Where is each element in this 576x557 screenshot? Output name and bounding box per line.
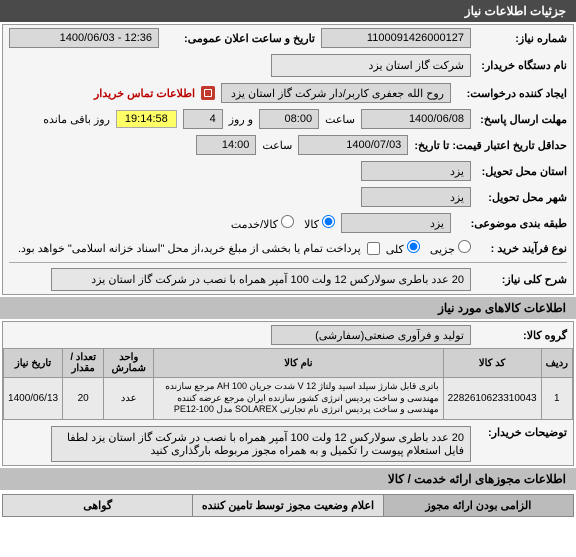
th-name: نام کالا (154, 349, 443, 378)
cell-date: 1400/06/13 (4, 378, 63, 420)
city-need-label: استان محل تحویل: (477, 165, 567, 178)
cell-name: باتری قابل شارژ سیلد اسید ولتاژ 12 V شدت… (154, 378, 443, 420)
validity-time[interactable] (196, 135, 256, 155)
countdown-timer: 19:14:58 (116, 110, 177, 128)
buyer-value: شرکت گاز استان یزد (271, 54, 471, 77)
at-label-1: ساعت (325, 113, 355, 126)
proc-radio-2[interactable] (407, 240, 420, 253)
payment-note: پرداخت تمام یا بخشی از مبلغ خرید،از محل … (18, 242, 361, 255)
cell-qty: 20 (63, 378, 104, 420)
extra-desc-text: 20 عدد باطری سولارکس 12 ولت 100 آمپر همر… (51, 426, 471, 462)
validity-date[interactable] (298, 135, 408, 155)
remaining-label: روز باقی مانده (43, 113, 110, 126)
buyer-label: نام دستگاه خریدار: (477, 59, 567, 72)
need-no-input[interactable] (321, 28, 471, 48)
city2-value[interactable] (361, 187, 471, 207)
table-header-row: ردیف کد کالا نام کالا واحد شمارش تعداد /… (4, 349, 573, 378)
deadline-label: مهلت ارسال پاسخ: (477, 113, 567, 126)
class-radio-service[interactable]: کالا/خدمت (231, 215, 294, 231)
tab-mandatory[interactable]: الزامی بودن ارائه مجوز (383, 495, 573, 516)
cell-unit: عدد (104, 378, 154, 420)
subject-label: طبقه بندی موضوعی: (457, 217, 567, 230)
until-label: و روز (229, 113, 253, 126)
deadline-time[interactable] (259, 109, 319, 129)
items-section-title: اطلاعات کالاهای مورد نیاز (0, 297, 576, 319)
items-table: ردیف کد کالا نام کالا واحد شمارش تعداد /… (3, 348, 573, 420)
deadline-date[interactable] (361, 109, 471, 129)
remaining-days[interactable] (183, 109, 223, 129)
summary-text: 20 عدد باطری سولارکس 12 ولت 100 آمپر همر… (51, 268, 471, 291)
announce-label: تاریخ و ساعت اعلان عمومی: (165, 32, 315, 45)
class-radio-group: کالا کالا/خدمت (231, 215, 335, 231)
separator (9, 262, 567, 263)
creator-value[interactable] (221, 83, 451, 103)
proc-radio-1[interactable] (458, 240, 471, 253)
need-info-section: شماره نیاز: تاریخ و ساعت اعلان عمومی: نا… (2, 24, 574, 295)
cell-code: 2282610623310043 (443, 378, 541, 420)
page-title-bar: جزئیات اطلاعات نیاز (0, 0, 576, 22)
proc-radio-partial[interactable]: جزیی (430, 240, 471, 256)
buyer-contact-link[interactable]: اطلاعات تماس خریدار (94, 87, 195, 100)
class-radio-kala[interactable]: کالا (304, 215, 335, 231)
items-section: گروه کالا: ردیف کد کالا نام کالا واحد شم… (2, 321, 574, 466)
validity-label: حداقل تاریخ اعتبار قیمت: تا تاریخ: (414, 139, 567, 152)
proc-radio-group: جزیی کلی (386, 240, 471, 256)
at-label-2: ساعت (262, 139, 292, 152)
tab-certificate[interactable]: گواهی (3, 495, 192, 516)
city2-label: شهر محل تحویل: (477, 191, 567, 204)
creator-label: ایجاد کننده درخواست: (457, 87, 567, 100)
th-code: کد کالا (443, 349, 541, 378)
class-radio-1[interactable] (322, 215, 335, 228)
group-label: گروه کالا: (477, 329, 567, 342)
th-idx: ردیف (541, 349, 572, 378)
th-unit: واحد شمارش (104, 349, 154, 378)
cell-idx: 1 (541, 378, 572, 420)
group-value[interactable] (271, 325, 471, 345)
table-row[interactable]: 1 2282610623310043 باتری قابل شارژ سیلد … (4, 378, 573, 420)
class-radio-2[interactable] (281, 215, 294, 228)
proc-radio-full[interactable]: کلی (386, 240, 420, 256)
treasury-checkbox[interactable] (367, 242, 380, 255)
need-no-label: شماره نیاز: (477, 32, 567, 45)
tab-supplier-status[interactable]: اعلام وضعیت مجوز توسط تامین کننده (192, 495, 382, 516)
extra-desc-label: توضیحات خریدار: (477, 426, 567, 439)
summary-label: شرح کلی نیاز: (477, 273, 567, 286)
page-title: جزئیات اطلاعات نیاز (465, 4, 566, 18)
subject-value[interactable] (341, 213, 451, 233)
city-need-value[interactable] (361, 161, 471, 181)
footer-tabs: الزامی بودن ارائه مجوز اعلام وضعیت مجوز … (2, 494, 574, 517)
th-date: تاریخ نیاز (4, 349, 63, 378)
th-qty: تعداد / مقدار (63, 349, 104, 378)
announce-value[interactable] (9, 28, 159, 48)
proc-label: نوع فرآیند خرید : (477, 242, 567, 255)
permits-title: اطلاعات مجوزهای ارائه خدمت / کالا (0, 468, 576, 490)
contact-icon (201, 86, 215, 100)
